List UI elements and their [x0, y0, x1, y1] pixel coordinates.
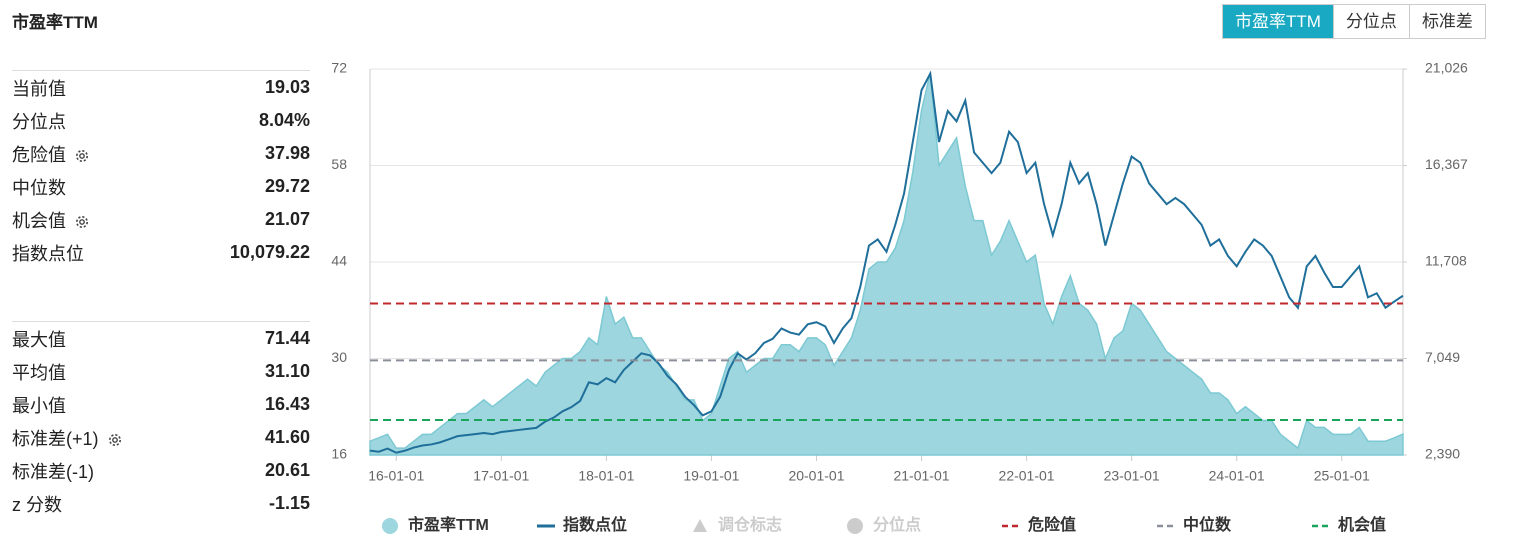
y-tick-label: 72	[331, 60, 347, 76]
y2-tick-label: 7,049	[1425, 349, 1460, 365]
stats-group: 当前值 19.03 分位点 8.04% 危险值 37.98 中位数 29.72 机会值 21.07…	[12, 70, 310, 269]
settings-icon[interactable]	[107, 432, 123, 448]
x-tick-label: 25-01-01	[1314, 468, 1370, 484]
label-text: 标准差(+1)	[12, 428, 99, 449]
settings-icon[interactable]	[74, 214, 90, 230]
stat-label: 分位点	[12, 108, 66, 134]
stat-row: 最小值 16.43	[12, 388, 310, 421]
stat-row: 平均值 31.10	[12, 355, 310, 388]
stat-value: 8.04%	[258, 110, 310, 130]
stat-value: 20.61	[264, 460, 310, 480]
x-tick-label: 20-01-01	[788, 468, 844, 484]
legend-label: 市盈率TTM	[408, 515, 489, 534]
stat-row: 分位点 8.04%	[12, 104, 310, 137]
stat-label: 中位数	[12, 174, 66, 200]
y-tick-label: 44	[331, 253, 347, 269]
x-tick-label: 19-01-01	[683, 468, 739, 484]
label-text: 中位数	[12, 177, 66, 198]
stat-value: 21.07	[264, 209, 310, 229]
label-text: z 分数	[12, 494, 63, 515]
legend-marker	[847, 518, 863, 534]
stat-label: 指数点位	[12, 240, 84, 266]
label-text: 指数点位	[12, 243, 84, 264]
stat-label: z 分数	[12, 491, 62, 517]
page-title: 市盈率TTM	[12, 13, 98, 32]
stat-row: 标准差(-1) 20.61	[12, 454, 310, 487]
pe-area	[369, 72, 1404, 456]
stat-value: 19.03	[264, 77, 310, 97]
stat-row: 最大值 71.44	[12, 322, 310, 355]
stat-row: 指数点位 10,079.22	[12, 236, 310, 269]
stat-value: 10,079.22	[229, 242, 310, 262]
legend-label: 分位点	[873, 515, 921, 534]
stat-value: 16.43	[264, 394, 310, 414]
stat-value: 31.10	[264, 361, 310, 381]
stat-label: 机会值	[12, 207, 90, 233]
y2-tick-label: 16,367	[1425, 156, 1468, 172]
stat-row: 机会值 21.07	[12, 203, 310, 236]
tab[interactable]: 市盈率TTM	[1223, 5, 1333, 38]
index-line	[369, 70, 1404, 454]
stat-label: 当前值	[12, 75, 66, 101]
legend-marker	[382, 518, 398, 534]
stat-label: 最小值	[12, 392, 66, 418]
legend-label: 机会值	[1338, 515, 1386, 534]
legend-marker	[693, 519, 707, 532]
stat-value: 41.60	[264, 427, 310, 447]
y-tick-label: 58	[331, 156, 347, 172]
label-text: 当前值	[12, 78, 66, 99]
y-tick-label: 30	[331, 349, 347, 365]
legend-label: 调仓标志	[718, 515, 782, 534]
y2-tick-label: 21,026	[1425, 60, 1468, 76]
stat-label: 标准差(+1)	[12, 425, 123, 451]
legend-label: 中位数	[1183, 515, 1232, 534]
settings-icon[interactable]	[74, 148, 90, 164]
tab[interactable]: 标准差	[1408, 5, 1485, 38]
x-tick-label: 18-01-01	[578, 468, 634, 484]
x-tick-label: 17-01-01	[473, 468, 529, 484]
label-text: 平均值	[12, 362, 66, 383]
x-tick-label: 23-01-01	[1104, 468, 1160, 484]
label-text: 最小值	[12, 395, 66, 416]
tab[interactable]: 分位点	[1332, 5, 1409, 38]
x-tick-label: 24-01-01	[1209, 468, 1265, 484]
label-text: 标准差(-1)	[12, 461, 94, 482]
stat-value: 71.44	[264, 328, 310, 348]
label-text: 最大值	[12, 329, 66, 350]
label-text: 危险值	[12, 144, 66, 165]
y2-tick-label: 11,708	[1425, 253, 1467, 269]
y2-tick-label: 2,390	[1425, 446, 1460, 462]
stat-label: 危险值	[12, 141, 90, 167]
stat-value: -1.15	[268, 493, 310, 513]
stat-label: 平均值	[12, 359, 66, 385]
stat-row: 中位数 29.72	[12, 170, 310, 203]
legend-label: 危险值	[1028, 515, 1076, 534]
stat-row: 标准差(+1) 41.60	[12, 421, 310, 454]
x-tick-label: 22-01-01	[999, 468, 1055, 484]
stat-value: 37.98	[264, 143, 310, 163]
y-tick-label: 16	[331, 446, 347, 462]
label-text: 分位点	[12, 111, 66, 132]
stat-value: 29.72	[264, 176, 310, 196]
stat-row: z 分数 -1.15	[12, 487, 310, 520]
stat-label: 标准差(-1)	[12, 458, 94, 484]
stats-group: 最大值 71.44 平均值 31.10 最小值 16.43 标准差(+1) 41.60 标准差(…	[12, 321, 310, 520]
tab-bar: 市盈率TTM 分位点 标准差	[1222, 4, 1486, 39]
x-tick-label: 16-01-01	[368, 468, 424, 484]
stat-row: 当前值 19.03	[12, 71, 310, 104]
stat-label: 最大值	[12, 326, 66, 352]
stat-row: 危险值 37.98	[12, 137, 310, 170]
legend-label: 指数点位	[563, 515, 627, 534]
x-tick-label: 21-01-01	[893, 468, 949, 484]
label-text: 机会值	[12, 210, 66, 231]
